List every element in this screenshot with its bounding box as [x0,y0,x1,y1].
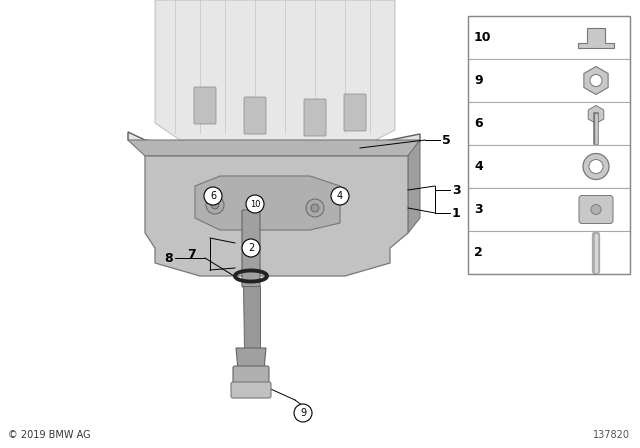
Polygon shape [243,286,260,348]
Circle shape [206,196,224,214]
Bar [468,188,630,231]
Text: 6: 6 [474,117,483,130]
Polygon shape [195,176,340,230]
Bar [468,231,630,274]
Polygon shape [408,140,420,233]
Bar [468,145,630,188]
Polygon shape [128,132,420,163]
Circle shape [246,195,264,213]
Text: 3: 3 [452,184,461,197]
Text: 2: 2 [474,246,483,259]
Circle shape [591,204,601,215]
FancyBboxPatch shape [233,366,269,388]
Text: 5: 5 [442,134,451,146]
Text: 10: 10 [250,199,260,208]
Text: 7: 7 [188,247,196,260]
Text: 4: 4 [474,160,483,173]
Polygon shape [155,0,395,153]
FancyBboxPatch shape [242,210,260,287]
Text: 3: 3 [474,203,483,216]
Circle shape [331,187,349,205]
Polygon shape [578,27,614,47]
Circle shape [211,201,219,209]
Text: 1: 1 [452,207,461,220]
Circle shape [590,74,602,86]
Bar [468,16,630,59]
Text: 9: 9 [300,408,306,418]
Text: 4: 4 [337,191,343,201]
Text: 6: 6 [210,191,216,201]
FancyBboxPatch shape [579,195,613,224]
Circle shape [311,204,319,212]
FancyBboxPatch shape [244,97,266,134]
FancyBboxPatch shape [344,94,366,131]
Polygon shape [236,348,266,370]
Text: 10: 10 [474,31,492,44]
Circle shape [583,154,609,180]
Polygon shape [584,66,608,95]
Circle shape [306,199,324,217]
Text: © 2019 BMW AG: © 2019 BMW AG [8,430,91,440]
Circle shape [589,159,603,173]
Text: 137820: 137820 [593,430,630,440]
FancyBboxPatch shape [194,87,216,124]
Circle shape [204,187,222,205]
Text: 8: 8 [164,251,173,264]
Bar [468,59,630,102]
FancyBboxPatch shape [231,382,271,398]
FancyBboxPatch shape [304,99,326,136]
Polygon shape [128,140,420,156]
Circle shape [242,239,260,257]
Polygon shape [588,105,604,124]
Bar [468,16,630,274]
Polygon shape [145,156,408,276]
Bar [468,102,630,145]
Text: 2: 2 [248,243,254,253]
Circle shape [294,404,312,422]
Text: 9: 9 [474,74,483,87]
